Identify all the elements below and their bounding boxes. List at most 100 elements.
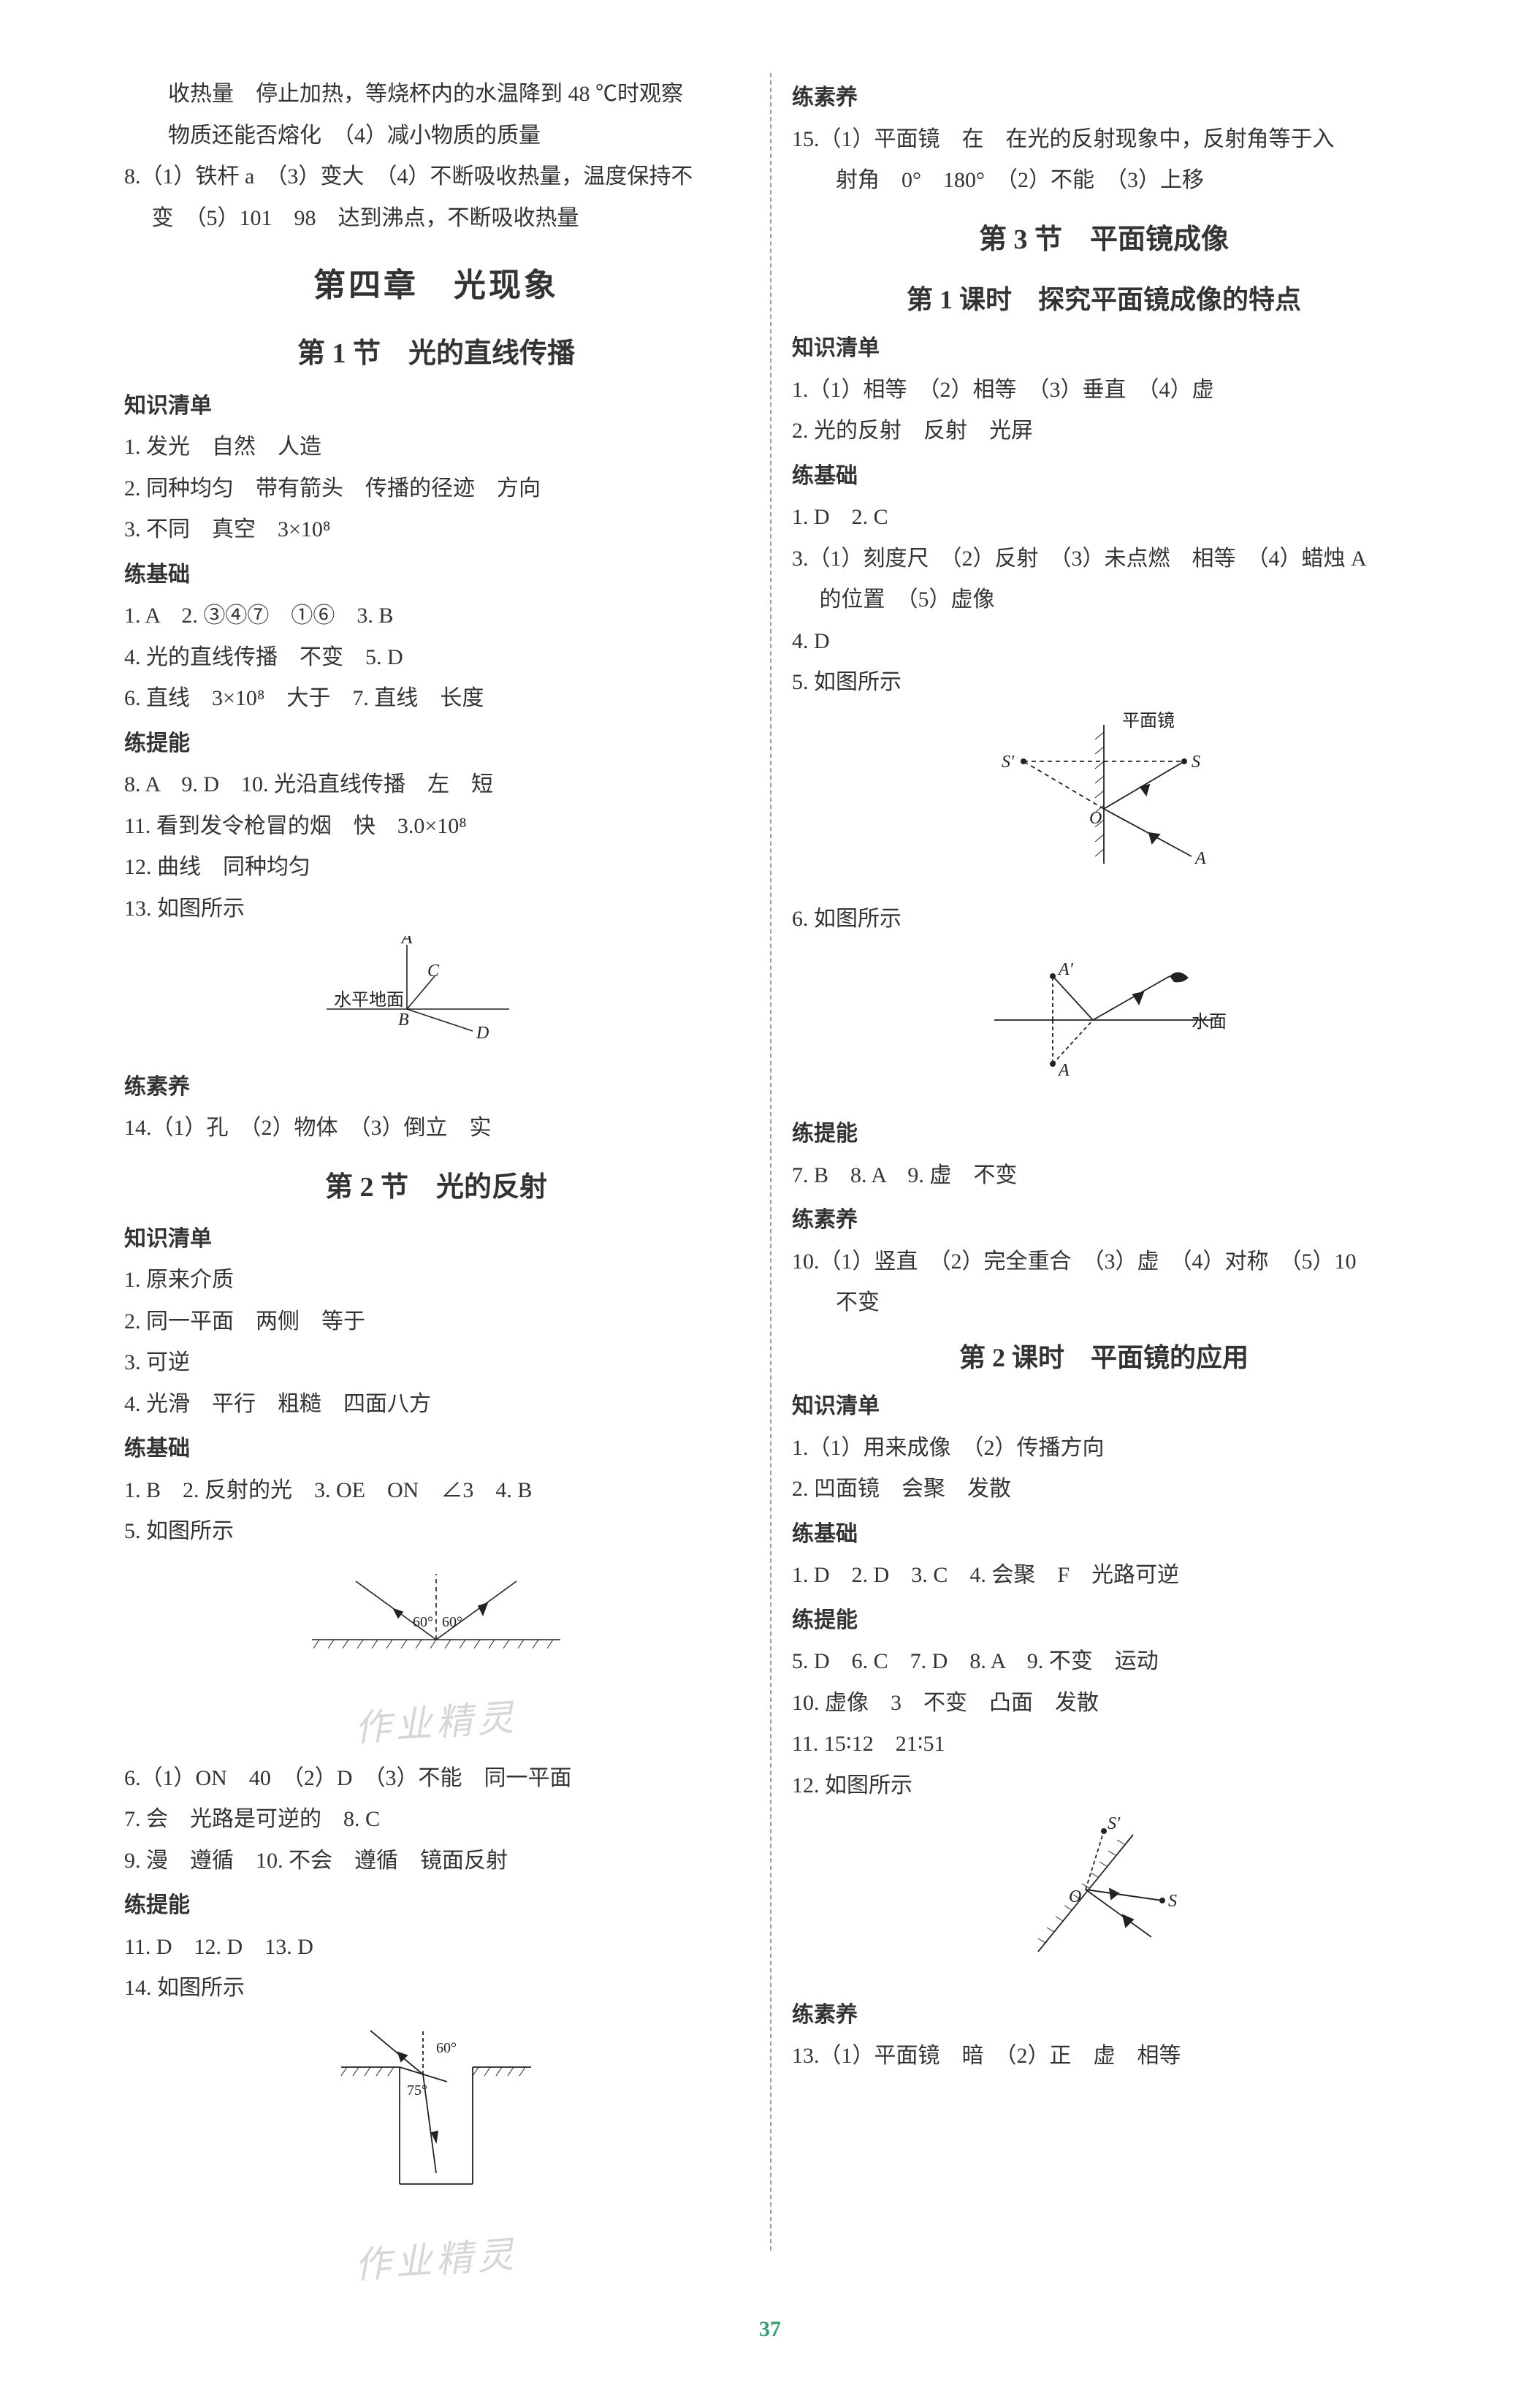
- label-O: O: [1089, 809, 1102, 828]
- answer-line: 14.（1）孔 （2）物体 （3）倒立 实: [124, 1108, 748, 1149]
- period-1-title: 第 1 课时 探究平面镜成像的特点: [792, 275, 1416, 324]
- label-Ap: A′: [1057, 960, 1074, 979]
- answer-line: 3. 不同 真空 3×10⁸: [124, 509, 748, 550]
- intro-line: 物质还能否熔化 （4）减小物质的质量: [124, 115, 748, 156]
- category-label: 练基础: [792, 1514, 1416, 1555]
- intro-line: 收热量 停止加热，等烧杯内的水温降到 48 ℃时观察: [124, 74, 748, 115]
- answer-line: 2. 凹面镜 会聚 发散: [792, 1469, 1416, 1510]
- category-label: 练提能: [124, 1885, 748, 1926]
- label-Sp: S′: [1002, 753, 1015, 772]
- label-S: S: [1192, 753, 1200, 772]
- column-divider: [770, 73, 771, 2251]
- answer-line: 3.（1）刻度尺 （2）反射 （3）未点燃 相等 （4）蜡烛 A: [792, 539, 1416, 579]
- answer-line: 11. D 12. D 13. D: [124, 1927, 748, 1968]
- label-D: D: [476, 1024, 489, 1043]
- intro-line: 8.（1）铁杆 a （3）变大 （4）不断吸收热量，温度保持不: [124, 156, 748, 197]
- diagram-14-well: 60° 75°: [124, 2016, 748, 2220]
- category-label: 知识清单: [792, 1386, 1416, 1427]
- answer-line: 不变: [792, 1282, 1416, 1323]
- category-label: 知识清单: [124, 386, 748, 427]
- answer-line: 1. 原来介质: [124, 1260, 748, 1301]
- answer-line: 5. D 6. C 7. D 8. A 9. 不变 运动: [792, 1641, 1416, 1682]
- answer-line: 10. 虚像 3 不变 凸面 发散: [792, 1683, 1416, 1724]
- answer-line: 11. 15∶12 21∶51: [792, 1724, 1416, 1765]
- diagram-5-reflection: 60° 60°: [124, 1559, 748, 1683]
- answer-line: 1. B 2. 反射的光 3. OE ON ∠3 4. B: [124, 1470, 748, 1511]
- answer-line: 12. 曲线 同种均匀: [124, 847, 748, 888]
- answer-line: 6. 如图所示: [792, 899, 1416, 940]
- diagram-p1-5: S S′ O A 平面镜: [792, 710, 1416, 892]
- right-column: 练素养 15.（1）平面镜 在 在光的反射现象中，反射角等于入 射角 0° 18…: [770, 73, 1438, 2294]
- category-label: 练素养: [792, 1200, 1416, 1241]
- answer-line: 11. 看到发令枪冒的烟 快 3.0×10⁸: [124, 806, 748, 847]
- answer-line: 2. 同种均匀 带有箭头 传播的径迹 方向: [124, 468, 748, 509]
- section-1-title: 第 1 节 光的直线传播: [124, 328, 748, 379]
- label-A: A: [1057, 1061, 1070, 1080]
- answer-line: 6. 直线 3×10⁸ 大于 7. 直线 长度: [124, 678, 748, 719]
- watermark: 作业精灵: [123, 2205, 750, 2316]
- label-O: O: [1069, 1887, 1081, 1906]
- category-label: 练素养: [124, 1067, 748, 1108]
- section-2-title: 第 2 节 光的反射: [124, 1162, 748, 1213]
- answer-line: 1. D 2. D 3. C 4. 会聚 F 光路可逆: [792, 1555, 1416, 1596]
- answer-line: 2. 光的反射 反射 光屏: [792, 411, 1416, 452]
- label-A: A: [400, 936, 413, 948]
- label-mirror: 平面镜: [1122, 711, 1175, 731]
- answer-line: 7. B 8. A 9. 虚 不变: [792, 1155, 1416, 1196]
- answer-line: 5. 如图所示: [792, 662, 1416, 703]
- answer-line: 4. 光的直线传播 不变 5. D: [124, 637, 748, 678]
- diagram-p2-12: S S′ O: [792, 1813, 1416, 1987]
- label-B: B: [398, 1011, 409, 1030]
- label-ground: 水平地面: [334, 990, 404, 1010]
- category-label: 练基础: [124, 555, 748, 596]
- answer-line: 5. 如图所示: [124, 1511, 748, 1552]
- angle-label: 75°: [407, 2082, 427, 2099]
- angle-label: 60°: [413, 1614, 433, 1630]
- label-water: 水面: [1192, 1012, 1227, 1032]
- category-label: 练提能: [792, 1114, 1416, 1154]
- section-3-title: 第 3 节 平面镜成像: [792, 214, 1416, 265]
- category-label: 练素养: [792, 77, 1416, 118]
- category-label: 练基础: [792, 456, 1416, 497]
- period-2-title: 第 2 课时 平面镜的应用: [792, 1334, 1416, 1382]
- label-Sp: S′: [1108, 1814, 1121, 1833]
- label-A: A: [1194, 849, 1206, 868]
- answer-line: 12. 如图所示: [792, 1765, 1416, 1806]
- answer-line: 13.（1）平面镜 暗 （2）正 虚 相等: [792, 2036, 1416, 2077]
- answer-line: 1.（1）相等 （2）相等 （3）垂直 （4）虚: [792, 370, 1416, 411]
- label-C: C: [427, 962, 440, 981]
- answer-line: 7. 会 光路是可逆的 8. C: [124, 1799, 748, 1840]
- answer-line: 8. A 9. D 10. 光沿直线传播 左 短: [124, 764, 748, 805]
- answer-line: 15.（1）平面镜 在 在光的反射现象中，反射角等于入: [792, 119, 1416, 160]
- angle-label: 60°: [442, 1614, 462, 1630]
- answer-line: 14. 如图所示: [124, 1968, 748, 2009]
- answer-line: 2. 同一平面 两侧 等于: [124, 1301, 748, 1342]
- category-label: 练基础: [124, 1428, 748, 1469]
- answer-line: 射角 0° 180° （2）不能 （3）上移: [792, 160, 1416, 201]
- answer-line: 1. A 2. ③④⑦ ①⑥ 3. B: [124, 596, 748, 636]
- chapter-title: 第四章 光现象: [124, 256, 748, 315]
- answer-line: 13. 如图所示: [124, 889, 748, 929]
- diagram-p1-6: A′ A 水面: [792, 947, 1416, 1107]
- category-label: 练提能: [792, 1600, 1416, 1641]
- category-label: 练提能: [124, 723, 748, 764]
- answer-line: 的位置 （5）虚像: [792, 579, 1416, 620]
- left-column: 收热量 停止加热，等烧杯内的水温降到 48 ℃时观察 物质还能否熔化 （4）减小…: [102, 73, 770, 2294]
- eye-icon: [1170, 972, 1189, 982]
- diagram-13: A B C D 水平地面: [124, 936, 748, 1059]
- category-label: 知识清单: [792, 328, 1416, 369]
- label-S: S: [1168, 1892, 1177, 1911]
- answer-line: 1. 发光 自然 人造: [124, 427, 748, 468]
- category-label: 知识清单: [124, 1219, 748, 1260]
- answer-line: 1. D 2. C: [792, 497, 1416, 538]
- answer-line: 3. 可逆: [124, 1342, 748, 1383]
- answer-line: 1.（1）用来成像 （2）传播方向: [792, 1428, 1416, 1469]
- angle-label: 60°: [436, 2040, 457, 2056]
- answer-line: 4. D: [792, 621, 1416, 662]
- answer-line: 4. 光滑 平行 粗糙 四面八方: [124, 1384, 748, 1425]
- category-label: 练素养: [792, 1995, 1416, 2036]
- answer-line: 9. 漫 遵循 10. 不会 遵循 镜面反射: [124, 1841, 748, 1882]
- answer-line: 10.（1）竖直 （2）完全重合 （3）虚 （4）对称 （5）10: [792, 1241, 1416, 1282]
- intro-line: 变 （5）101 98 达到沸点，不断吸收热量: [124, 198, 748, 239]
- page-number: 37: [102, 2309, 1438, 2350]
